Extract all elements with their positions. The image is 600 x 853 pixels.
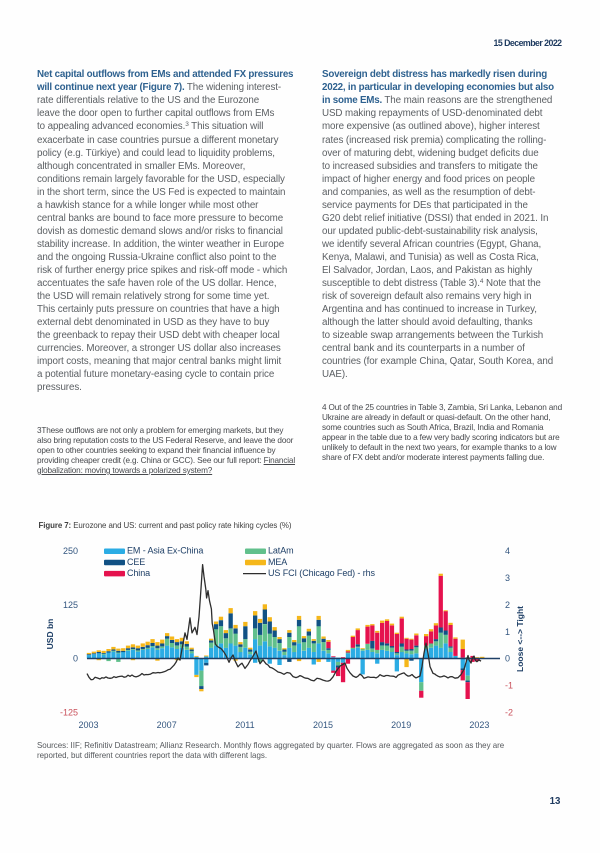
svg-text:1: 1: [505, 627, 510, 637]
svg-text:-1: -1: [505, 681, 513, 691]
svg-text:4: 4: [505, 546, 510, 556]
svg-text:2: 2: [505, 600, 510, 610]
svg-text:250: 250: [63, 546, 78, 556]
svg-text:0: 0: [73, 654, 78, 664]
svg-text:125: 125: [63, 600, 78, 610]
svg-text:3: 3: [505, 573, 510, 583]
svg-text:MEA: MEA: [268, 557, 287, 567]
svg-text:2011: 2011: [235, 720, 254, 730]
svg-text:EM - Asia Ex-China: EM - Asia Ex-China: [127, 546, 203, 556]
svg-text:USD bn: USD bn: [45, 619, 55, 650]
svg-text:2019: 2019: [391, 720, 411, 730]
svg-text:2007: 2007: [157, 720, 177, 730]
svg-text:LatAm: LatAm: [268, 546, 294, 556]
svg-text:2003: 2003: [78, 720, 98, 730]
svg-text:0: 0: [505, 654, 510, 664]
svg-text:CEE: CEE: [127, 557, 145, 567]
svg-text:-2: -2: [505, 708, 513, 718]
svg-text:Loose <--> Tight: Loose <--> Tight: [515, 606, 525, 672]
svg-text:US FCI (Chicago Fed) - rhs: US FCI (Chicago Fed) - rhs: [268, 568, 376, 578]
svg-text:China: China: [127, 568, 150, 578]
svg-text:-125: -125: [60, 708, 78, 718]
svg-text:2015: 2015: [313, 720, 333, 730]
svg-text:2023: 2023: [469, 720, 489, 730]
